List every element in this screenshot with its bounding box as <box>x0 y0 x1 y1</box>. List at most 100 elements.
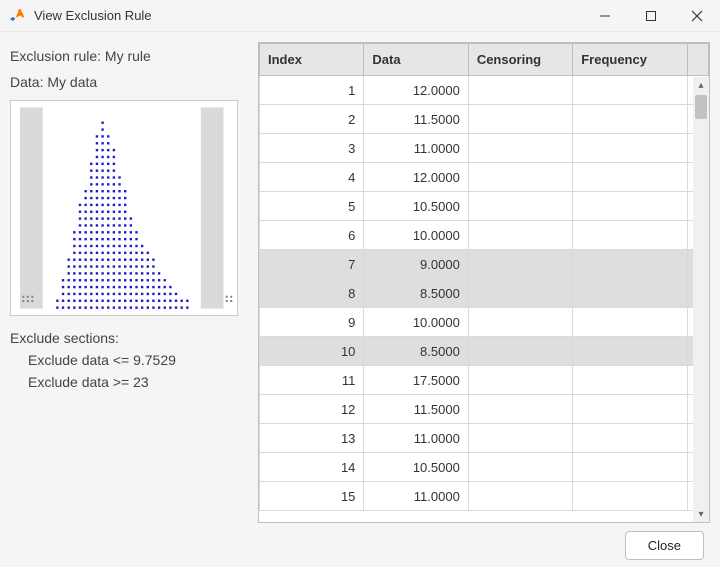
cell-index: 5 <box>260 192 364 221</box>
cell-frequency <box>573 134 688 163</box>
close-window-button[interactable] <box>674 0 720 31</box>
cell-frequency <box>573 482 688 511</box>
exclude-sections-label: Exclude sections: <box>10 330 248 346</box>
col-header-frequency[interactable]: Frequency <box>573 44 688 76</box>
table-row[interactable]: 610.0000 <box>260 221 709 250</box>
table-row[interactable]: 1410.5000 <box>260 453 709 482</box>
cell-index: 13 <box>260 424 364 453</box>
left-pane: Exclusion rule: My rule Data: My data Ex… <box>10 42 248 523</box>
cell-frequency <box>573 395 688 424</box>
cell-censoring <box>468 134 572 163</box>
cell-censoring <box>468 308 572 337</box>
table-row[interactable]: 211.5000 <box>260 105 709 134</box>
cell-frequency <box>573 453 688 482</box>
cell-censoring <box>468 279 572 308</box>
cell-data: 10.0000 <box>364 308 468 337</box>
table-row[interactable]: 1511.0000 <box>260 482 709 511</box>
cell-data: 9.0000 <box>364 250 468 279</box>
cell-frequency <box>573 192 688 221</box>
cell-index: 11 <box>260 366 364 395</box>
cell-censoring <box>468 482 572 511</box>
cell-censoring <box>468 337 572 366</box>
cell-index: 12 <box>260 395 364 424</box>
data-name-label: Data: My data <box>10 74 248 90</box>
cell-censoring <box>468 395 572 424</box>
cell-data: 11.0000 <box>364 482 468 511</box>
cell-frequency <box>573 221 688 250</box>
scroll-down-icon[interactable]: ▾ <box>693 506 709 522</box>
cell-index: 3 <box>260 134 364 163</box>
titlebar: View Exclusion Rule <box>0 0 720 32</box>
cell-censoring <box>468 192 572 221</box>
cell-frequency <box>573 337 688 366</box>
cell-index: 15 <box>260 482 364 511</box>
table-row[interactable]: 1117.5000 <box>260 366 709 395</box>
cell-censoring <box>468 76 572 105</box>
cell-data: 11.0000 <box>364 134 468 163</box>
cell-data: 10.0000 <box>364 221 468 250</box>
distribution-preview <box>10 100 238 316</box>
table-row[interactable]: 1311.0000 <box>260 424 709 453</box>
cell-data: 10.5000 <box>364 192 468 221</box>
table-row[interactable]: 510.5000 <box>260 192 709 221</box>
maximize-button[interactable] <box>628 0 674 31</box>
cell-index: 4 <box>260 163 364 192</box>
col-header-censoring[interactable]: Censoring <box>468 44 572 76</box>
scroll-thumb[interactable] <box>695 95 707 119</box>
data-table: Index Data Censoring Frequency 112.00002… <box>259 43 709 511</box>
col-header-pad <box>688 44 709 76</box>
data-table-container: Index Data Censoring Frequency 112.00002… <box>258 42 710 523</box>
cell-frequency <box>573 250 688 279</box>
col-header-data[interactable]: Data <box>364 44 468 76</box>
cell-censoring <box>468 250 572 279</box>
cell-frequency <box>573 105 688 134</box>
right-pane: Index Data Censoring Frequency 112.00002… <box>258 42 710 523</box>
table-row[interactable]: 79.0000 <box>260 250 709 279</box>
exclude-low-label: Exclude data <= 9.7529 <box>28 352 248 368</box>
cell-index: 1 <box>260 76 364 105</box>
cell-index: 6 <box>260 221 364 250</box>
cell-index: 2 <box>260 105 364 134</box>
table-row[interactable]: 412.0000 <box>260 163 709 192</box>
cell-data: 11.5000 <box>364 395 468 424</box>
cell-data: 8.5000 <box>364 337 468 366</box>
cell-frequency <box>573 308 688 337</box>
cell-data: 17.5000 <box>364 366 468 395</box>
cell-index: 9 <box>260 308 364 337</box>
cell-censoring <box>468 163 572 192</box>
matlab-icon <box>8 7 26 25</box>
table-row[interactable]: 88.5000 <box>260 279 709 308</box>
cell-censoring <box>468 424 572 453</box>
table-row[interactable]: 311.0000 <box>260 134 709 163</box>
exclude-high-label: Exclude data >= 23 <box>28 374 248 390</box>
table-row[interactable]: 1211.5000 <box>260 395 709 424</box>
cell-index: 7 <box>260 250 364 279</box>
table-row[interactable]: 910.0000 <box>260 308 709 337</box>
col-header-index[interactable]: Index <box>260 44 364 76</box>
vertical-scrollbar[interactable]: ▴ ▾ <box>693 77 709 522</box>
cell-censoring <box>468 453 572 482</box>
cell-frequency <box>573 163 688 192</box>
window-title: View Exclusion Rule <box>34 8 152 23</box>
cell-index: 10 <box>260 337 364 366</box>
cell-data: 11.0000 <box>364 424 468 453</box>
cell-frequency <box>573 366 688 395</box>
table-row[interactable]: 108.5000 <box>260 337 709 366</box>
rule-name-label: Exclusion rule: My rule <box>10 48 248 64</box>
cell-index: 8 <box>260 279 364 308</box>
cell-frequency <box>573 76 688 105</box>
cell-censoring <box>468 221 572 250</box>
footer: Close <box>0 523 720 567</box>
cell-index: 14 <box>260 453 364 482</box>
cell-censoring <box>468 105 572 134</box>
table-row[interactable]: 112.0000 <box>260 76 709 105</box>
cell-data: 8.5000 <box>364 279 468 308</box>
cell-data: 10.5000 <box>364 453 468 482</box>
cell-frequency <box>573 279 688 308</box>
cell-data: 12.0000 <box>364 163 468 192</box>
close-button[interactable]: Close <box>625 531 704 560</box>
scroll-up-icon[interactable]: ▴ <box>693 77 709 93</box>
cell-frequency <box>573 424 688 453</box>
minimize-button[interactable] <box>582 0 628 31</box>
cell-data: 11.5000 <box>364 105 468 134</box>
